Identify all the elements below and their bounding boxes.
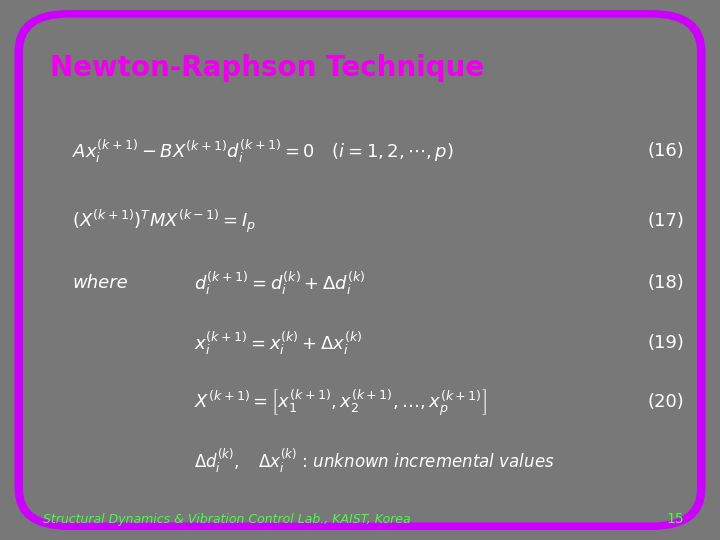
Text: 15: 15 — [667, 512, 684, 526]
Text: where: where — [72, 274, 127, 293]
Text: $\Delta d_i^{(k)},\quad \Delta x_i^{(k)}$ : $\mathit{unknown\ incremental\ value: $\Delta d_i^{(k)},\quad \Delta x_i^{(k)}… — [194, 448, 555, 475]
Text: (16): (16) — [647, 142, 684, 160]
Text: $d_i^{(k+1)}=d_i^{(k)}+\Delta d_i^{(k)}$: $d_i^{(k+1)}=d_i^{(k)}+\Delta d_i^{(k)}$ — [194, 269, 366, 298]
Text: (18): (18) — [647, 274, 684, 293]
Text: (19): (19) — [647, 334, 684, 352]
Text: (17): (17) — [647, 212, 684, 231]
Text: (20): (20) — [647, 393, 684, 411]
Text: $Ax_i^{(k+1)}-BX^{(k+1)}d_i^{(k+1)}=0 \quad (i=1,2,\cdots,p)$: $Ax_i^{(k+1)}-BX^{(k+1)}d_i^{(k+1)}=0 \q… — [72, 137, 454, 165]
Text: $x_i^{(k+1)}= x_i^{(k)}+\Delta x_i^{(k)}$: $x_i^{(k+1)}= x_i^{(k)}+\Delta x_i^{(k)}… — [194, 329, 363, 357]
Text: $(X^{(k+1)})^T MX^{(k-1)}=I_p$: $(X^{(k+1)})^T MX^{(k-1)}=I_p$ — [72, 208, 256, 235]
Text: $X^{(k+1)} = \left[x_1^{(k+1)},x_2^{(k+1)},\ldots,x_p^{(k+1)}\right]$: $X^{(k+1)} = \left[x_1^{(k+1)},x_2^{(k+1… — [194, 387, 487, 417]
Text: Structural Dynamics & Vibration Control Lab., KAIST, Korea: Structural Dynamics & Vibration Control … — [43, 513, 411, 526]
Text: Newton-Raphson Technique: Newton-Raphson Technique — [50, 53, 485, 82]
